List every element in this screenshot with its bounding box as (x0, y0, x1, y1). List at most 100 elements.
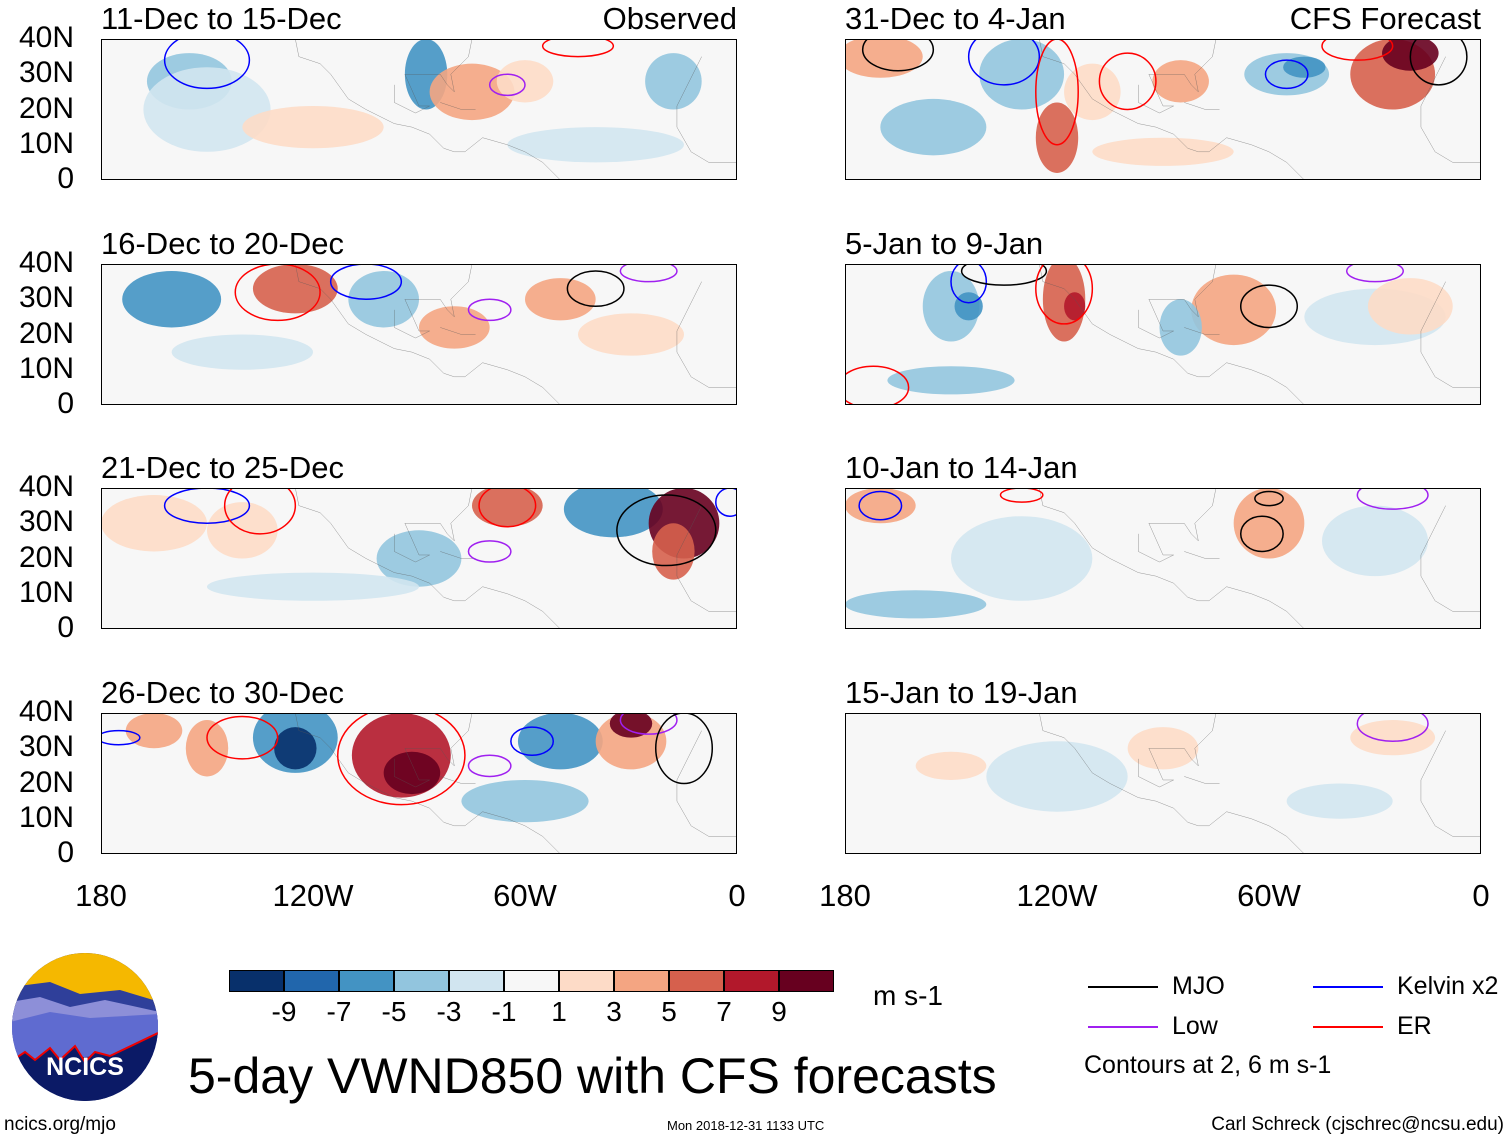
panel-source-label: Observed (602, 1, 737, 36)
coastline (295, 488, 737, 629)
lat-tick-label: 10N (18, 351, 74, 385)
anomaly-region (1233, 488, 1305, 559)
contour-line (1322, 39, 1393, 60)
contour-line (620, 713, 677, 734)
panel-title: 16-Dec to 20-Dec (101, 226, 344, 261)
panel-title: 15-Jan to 19-Jan (845, 675, 1078, 710)
colorbar-label: -5 (381, 996, 407, 1027)
footer-author: Carl Schreck (cjschrec@ncsu.edu) (1211, 1114, 1504, 1135)
lat-tick-label: 40N (18, 470, 74, 503)
lat-tick-label: 0 (57, 387, 74, 420)
contour-line (468, 755, 510, 776)
coastline (295, 39, 737, 180)
anomaly-region (185, 720, 229, 777)
anomaly-region (1152, 60, 1209, 103)
anomaly-region (122, 271, 222, 328)
contour-line (567, 271, 624, 306)
lat-tick-label: 20N (18, 91, 74, 125)
legend-line (1313, 986, 1383, 988)
contour-line (656, 713, 713, 784)
footer-timestamp: Mon 2018-12-31 1133 UTC (667, 1118, 825, 1133)
colorbar-label: 3 (606, 996, 622, 1027)
colorbar-label: -1 (491, 996, 517, 1027)
coastline (1039, 264, 1481, 405)
legend-label: MJO (1172, 972, 1225, 1000)
lat-tick-label: 20N (18, 316, 74, 350)
contour-line (1036, 264, 1093, 324)
anomaly-region (252, 264, 338, 314)
anomaly-region (274, 727, 317, 770)
contour-line (969, 39, 1040, 85)
panel-title: 21-Dec to 25-Dec (101, 450, 344, 485)
lon-tick-label: 60W (1237, 878, 1301, 913)
colorbar-swatch (229, 970, 284, 992)
contour-line (1347, 264, 1404, 282)
anomaly-region (986, 741, 1128, 812)
anomaly-region (419, 306, 490, 349)
contour-line (1255, 492, 1283, 506)
anomaly-region (645, 53, 702, 110)
anomaly-region (951, 516, 1093, 601)
map-panel (845, 488, 1481, 629)
anomaly-region (1286, 783, 1393, 819)
map-plot (101, 713, 737, 854)
lat-tick-label: 40N (18, 246, 74, 279)
lat-tick-label: 30N (18, 505, 74, 539)
anomaly-region (979, 39, 1065, 110)
anomaly-region (1191, 274, 1277, 346)
coastline (1039, 39, 1481, 180)
colorbar-swatch (449, 970, 504, 992)
lon-tick-label: 120W (1016, 878, 1098, 913)
contour-line (511, 727, 553, 755)
lat-tick-label: 0 (57, 162, 74, 195)
colorbar-swatch (284, 970, 339, 992)
legend-label: ER (1397, 1012, 1432, 1040)
anomaly-region (845, 39, 923, 78)
contour-line (1410, 39, 1467, 85)
anomaly-region (954, 292, 983, 321)
anomaly-region (517, 713, 603, 770)
contour-note: Contours at 2, 6 m s-1 (1084, 1051, 1332, 1079)
lon-tick-label: 0 (1472, 878, 1490, 913)
legend-line (1313, 1026, 1383, 1028)
contour-line (225, 488, 296, 534)
lat-tick-label: 20N (18, 765, 74, 799)
coastline (1039, 488, 1481, 629)
contour-line (716, 488, 737, 516)
map-plot (101, 264, 737, 405)
anomaly-region (652, 523, 695, 580)
anomaly-region (101, 495, 207, 552)
map-plot (101, 39, 737, 180)
map-panel (101, 264, 737, 405)
coastline (1039, 713, 1481, 854)
lat-tick-label: 40N (18, 695, 74, 728)
anomaly-region (472, 488, 543, 527)
anomaly-region (845, 590, 987, 619)
lon-tick-label: 0 (728, 878, 746, 913)
map-panel (845, 713, 1481, 854)
lat-tick-label: 10N (18, 126, 74, 160)
lat-tick-label: 20N (18, 540, 74, 574)
map-plot (845, 713, 1481, 854)
anomaly-region (376, 530, 462, 587)
contour-line (1036, 39, 1078, 145)
coastline (295, 713, 737, 854)
legend-label: Kelvin x2 (1397, 972, 1499, 1000)
anomaly-region (887, 366, 1015, 395)
lon-tick-label: 180 (75, 878, 127, 913)
anomaly-region (461, 779, 589, 823)
anomaly-region (143, 67, 271, 152)
contour-line (1241, 285, 1298, 327)
contour-line (338, 713, 465, 805)
colorbar-label: -7 (326, 996, 352, 1027)
contour-line (1099, 53, 1156, 109)
panel-title: 31-Dec to 4-Jan (845, 1, 1066, 36)
footer-url[interactable]: ncics.org/mjo (4, 1114, 116, 1135)
anomaly-region (207, 572, 419, 601)
contour-line (617, 495, 716, 566)
contour-line (479, 488, 536, 527)
anomaly-region (563, 488, 663, 538)
contour-line (468, 541, 510, 562)
anomaly-region (1035, 102, 1079, 173)
